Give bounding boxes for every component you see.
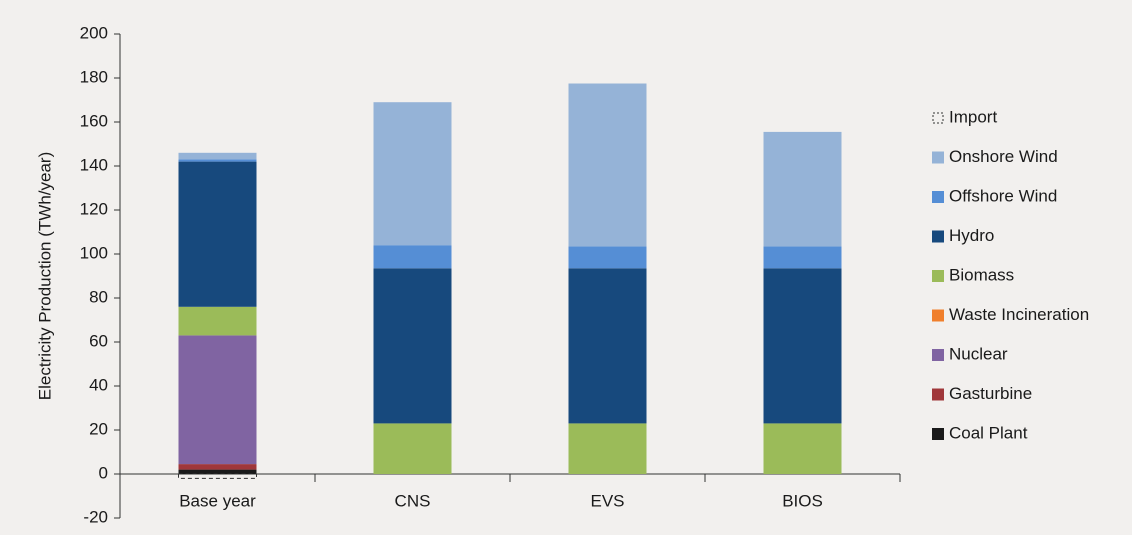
bar-segment <box>373 102 452 246</box>
y-tick-label: 60 <box>89 331 108 350</box>
y-axis-label: Electricity Production (TWh/year) <box>35 152 54 400</box>
legend-label: Waste Incineration <box>949 305 1089 324</box>
legend-swatch <box>932 112 944 124</box>
x-tick-label: Base year <box>179 491 256 510</box>
legend-label: Nuclear <box>949 344 1008 363</box>
legend-swatch <box>932 230 944 243</box>
bar-segment <box>763 131 842 247</box>
bar-segment <box>763 246 842 269</box>
legend-label: Offshore Wind <box>949 186 1057 205</box>
legend-label: Gasturbine <box>949 384 1032 403</box>
y-tick-label: 140 <box>80 155 108 174</box>
bar-segment <box>178 152 257 160</box>
legend-label: Onshore Wind <box>949 147 1058 166</box>
bar-segment <box>763 423 842 474</box>
legend-swatch <box>932 428 944 440</box>
bar-segment <box>373 423 452 474</box>
legend-swatch <box>932 151 944 164</box>
y-tick-label: 200 <box>80 23 108 42</box>
legend-label: Biomass <box>949 265 1014 284</box>
bar-segment <box>568 268 647 424</box>
y-tick-label: -20 <box>83 507 108 526</box>
bar-segment <box>178 306 257 336</box>
x-tick-label: BIOS <box>782 491 823 510</box>
legend-label: Hydro <box>949 226 994 245</box>
bar-segment <box>178 161 257 307</box>
bar-segment <box>178 335 257 465</box>
bar-segment <box>373 245 452 269</box>
bar-segment <box>568 246 647 269</box>
bar-segment <box>568 83 647 247</box>
y-tick-label: 100 <box>80 243 108 262</box>
bar-segment <box>763 268 842 424</box>
bar-segment <box>568 423 647 474</box>
y-tick-label: 0 <box>99 463 108 482</box>
bar-segment <box>178 469 257 474</box>
x-tick-label: CNS <box>395 491 431 510</box>
legend-swatch <box>932 191 944 203</box>
legend-swatch <box>932 388 944 401</box>
legend-swatch <box>932 270 944 282</box>
y-tick-label: 20 <box>89 419 108 438</box>
x-tick-label: EVS <box>590 491 624 510</box>
y-tick-label: 160 <box>80 111 108 130</box>
legend-swatch <box>932 349 944 361</box>
bar-segment <box>178 473 257 479</box>
y-tick-label: 80 <box>89 287 108 306</box>
bar-segment <box>178 159 257 162</box>
legend-swatch <box>932 309 944 322</box>
legend-label: Coal Plant <box>949 423 1028 442</box>
y-tick-label: 40 <box>89 375 108 394</box>
bar-segment <box>373 268 452 424</box>
y-tick-label: 120 <box>80 199 108 218</box>
y-tick-label: 180 <box>80 67 108 86</box>
legend-label: Import <box>949 107 997 126</box>
bar-segment <box>178 464 257 470</box>
